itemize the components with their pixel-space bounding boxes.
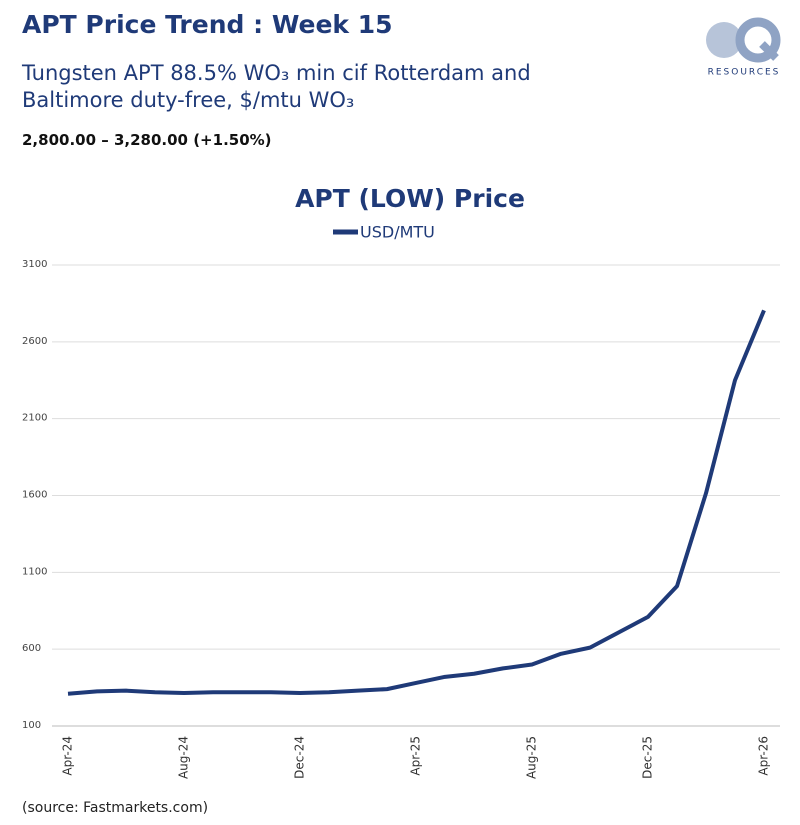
x-tick-label: Apr-26 [757,736,771,776]
data-line [67,309,766,696]
title: APT Price Trend : Week 15 [22,10,393,39]
legend-label: USD/MTU [360,223,435,242]
x-tick-label: Apr-25 [409,736,423,776]
chart-title: APT (LOW) Price [295,184,525,213]
source: (source: Fastmarkets.com) [22,800,209,816]
x-tick-label: Aug-25 [525,736,539,779]
x-tick-label: Apr-24 [61,736,75,776]
logo-text: RESOURCES [708,68,781,78]
logo-shape [706,22,742,58]
logo-shape [759,41,779,61]
logo-shape [735,17,781,63]
y-tick-label: 3100 [22,259,47,270]
y-tick-label: 2600 [22,336,47,347]
subtitle: Tungsten APT 88.5% WO₃ min cif Rotterdam… [22,61,531,112]
x-tick-label: Dec-24 [293,736,307,779]
x-tick-label: Aug-24 [177,736,191,779]
y-tick-label: 1600 [22,490,47,501]
y-tick-label: 100 [22,720,41,731]
y-tick-label: 2100 [22,413,47,424]
chart: APT (LOW) Price 100 600 1100 1600 2100 2600 31… [22,184,780,779]
y-tick-label: 1100 [22,566,47,577]
price-range: 2,800.00 – 3,280.00 (+1.50%) [22,131,272,149]
x-tick-label: Dec-25 [641,736,655,779]
logo: RESOURCES [706,17,781,78]
y-tick-label: 600 [22,643,41,654]
